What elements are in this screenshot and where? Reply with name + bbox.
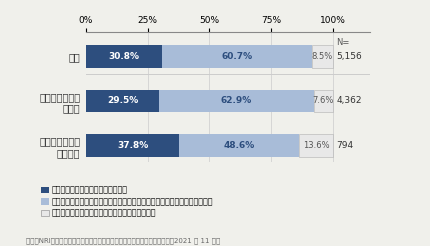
Text: 出所：NRI「コロナ禁における生活やビジネスの意識動向に関する調査」（2021 年 11 月）: 出所：NRI「コロナ禁における生活やビジネスの意識動向に関する調査」（2021 … [26, 237, 220, 244]
Text: 62.9%: 62.9% [221, 96, 252, 106]
Text: 60.7%: 60.7% [221, 52, 252, 61]
Text: 7.6%: 7.6% [313, 96, 334, 106]
Bar [86, 90, 159, 112]
Text: 794: 794 [337, 141, 353, 150]
Text: 30.8%: 30.8% [108, 52, 139, 61]
Text: 37.8%: 37.8% [117, 141, 148, 150]
Bar [159, 90, 314, 112]
Text: 4,362: 4,362 [337, 96, 362, 106]
Bar [314, 90, 333, 112]
Text: 48.6%: 48.6% [224, 141, 255, 150]
Text: N=: N= [337, 38, 350, 47]
Bar [162, 45, 312, 68]
Bar [312, 45, 333, 68]
Text: 8.5%: 8.5% [312, 52, 333, 61]
Bar [86, 134, 179, 156]
Legend: コロナ禁前の生活に戻していきたい, ある程度はコロナ禁前の生活に戻したいと思うが、完全には戻さないと思う, コロナ禁の生活と同じ生活を送り続けたいと思う: コロナ禁前の生活に戻していきたい, ある程度はコロナ禁前の生活に戻したいと思うが… [40, 186, 213, 218]
Bar [299, 134, 333, 156]
Text: 5,156: 5,156 [337, 52, 362, 61]
Bar [86, 45, 162, 68]
Bar [179, 134, 299, 156]
Text: 13.6%: 13.6% [303, 141, 329, 150]
Text: 29.5%: 29.5% [107, 96, 138, 106]
